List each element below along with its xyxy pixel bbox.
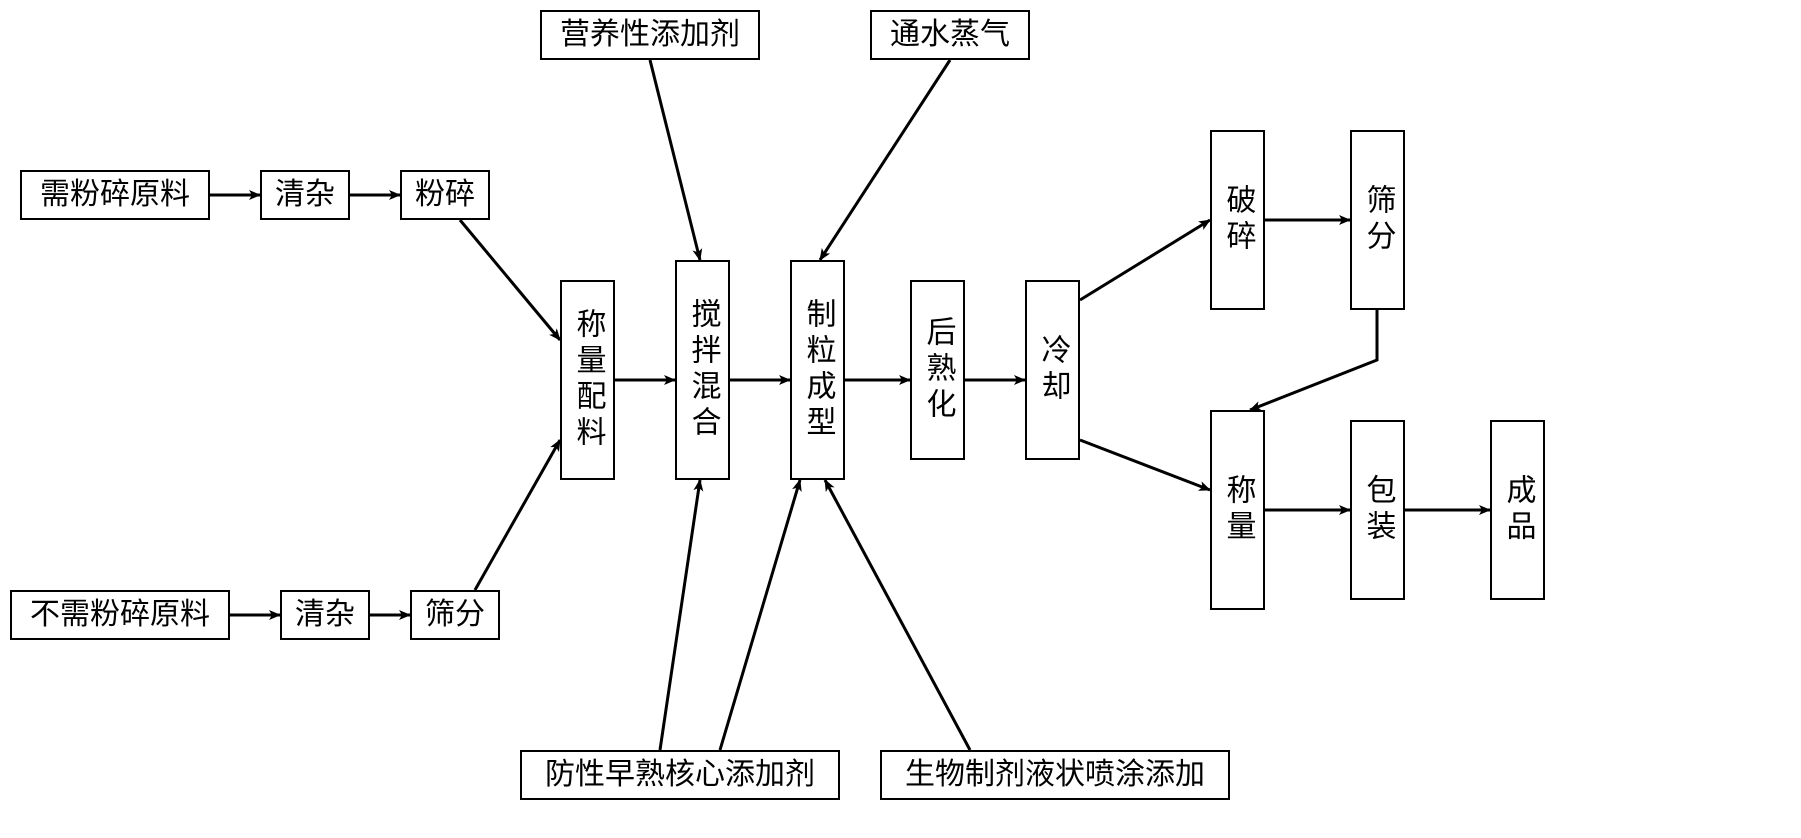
node-n_clean1: 清杂 [260, 170, 350, 220]
edge-n_sieve1-n_weigh [1250, 310, 1377, 410]
node-n_break: 破碎 [1210, 130, 1265, 310]
arrow-layer [0, 0, 1801, 838]
node-n_post_mature: 后熟化 [910, 280, 965, 460]
edge-n_anti_precocious-n_mix [660, 480, 700, 750]
edge-n_steam-n_pellet [820, 60, 950, 260]
node-n_bio_spray: 生物制剂液状喷涂添加 [880, 750, 1230, 800]
node-n_cool: 冷却 [1025, 280, 1080, 460]
node-n_need_crush: 需粉碎原料 [20, 170, 210, 220]
node-n_product: 成品 [1490, 420, 1545, 600]
edge-n_crush-n_weigh_batch [460, 220, 560, 340]
edge-n_cool-n_weigh [1080, 440, 1210, 490]
node-n_weigh_batch: 称量配料 [560, 280, 615, 480]
node-n_anti_precocious: 防性早熟核心添加剂 [520, 750, 840, 800]
edge-n_cool-n_break [1080, 220, 1210, 300]
edge-n_sieve2-n_weigh_batch [475, 440, 560, 590]
node-n_sieve2: 筛分 [410, 590, 500, 640]
node-n_clean2: 清杂 [280, 590, 370, 640]
node-n_weigh: 称量 [1210, 410, 1265, 610]
node-n_steam: 通水蒸气 [870, 10, 1030, 60]
node-n_crush: 粉碎 [400, 170, 490, 220]
edge-n_additive_nutrition-n_mix [650, 60, 700, 260]
edge-n_bio_spray-n_pellet [825, 480, 970, 750]
node-n_pack: 包装 [1350, 420, 1405, 600]
node-n_sieve1: 筛分 [1350, 130, 1405, 310]
node-n_pellet: 制粒成型 [790, 260, 845, 480]
node-n_no_crush: 不需粉碎原料 [10, 590, 230, 640]
node-n_mix: 搅拌混合 [675, 260, 730, 480]
node-n_additive_nutrition: 营养性添加剂 [540, 10, 760, 60]
edge-n_anti_precocious-n_pellet [720, 480, 800, 750]
